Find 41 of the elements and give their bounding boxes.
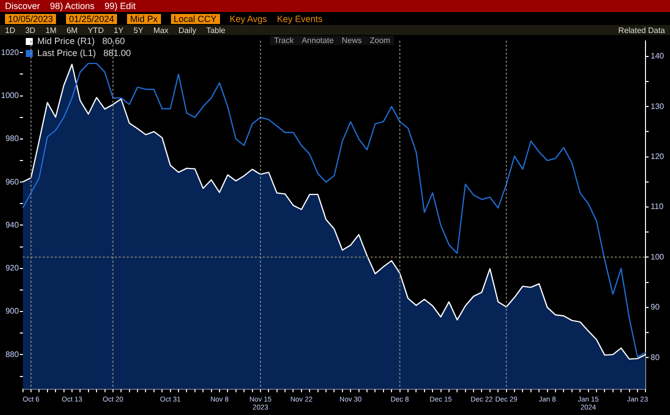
text: Table — [206, 26, 226, 34]
legend-label: Mid Price (R1) 80.60 — [37, 36, 125, 46]
text: 5Y — [134, 26, 144, 34]
annotation: Zoom — [370, 36, 390, 45]
text: 1D — [5, 26, 16, 34]
y2-tick-label: 130 — [650, 102, 665, 111]
y-tick-label: 900 — [5, 306, 20, 316]
y2-tick-label: 140 — [650, 52, 665, 61]
y2-tick-label: 80 — [650, 352, 660, 362]
text: 98) Actions — [50, 1, 95, 11]
text: 1M — [45, 26, 57, 34]
text: 6M — [66, 26, 78, 34]
y2-tick-label: 100 — [650, 252, 665, 262]
legend-label: Last Price (L1) 881.00 — [37, 48, 131, 58]
y2-tick-label: 120 — [650, 152, 665, 161]
y-tick-label: 980 — [5, 134, 20, 144]
text: 99) Edit — [104, 1, 136, 11]
text: Key Avgs — [230, 14, 267, 24]
y-tick-label: 960 — [5, 177, 20, 186]
annotation: Annotate — [302, 36, 334, 45]
y-tick-label: 920 — [5, 264, 20, 273]
text: Discover — [5, 1, 40, 11]
text: 3D — [25, 26, 36, 34]
text: Local CCY — [170, 14, 220, 24]
y-tick-label: 1000 — [1, 91, 20, 100]
y-tick-label: 940 — [5, 220, 20, 230]
text: 01/25/2024 — [66, 14, 118, 24]
y2-tick-label: 90 — [650, 302, 660, 312]
y-tick-label: 880 — [5, 350, 20, 359]
text: 1Y — [114, 26, 124, 34]
text: Daily — [178, 26, 196, 34]
text: Max — [153, 26, 168, 34]
text: 10/05/2023 — [5, 14, 56, 24]
annotation: News — [342, 36, 362, 45]
text: Mid Px — [127, 14, 161, 24]
text: Related Data — [618, 26, 665, 34]
y-tick-label: 1020 — [1, 48, 20, 57]
y2-tick-label: 110 — [650, 202, 664, 212]
text: YTD — [88, 26, 104, 34]
annotation: Track — [274, 36, 294, 45]
text: Key Events — [277, 14, 323, 24]
